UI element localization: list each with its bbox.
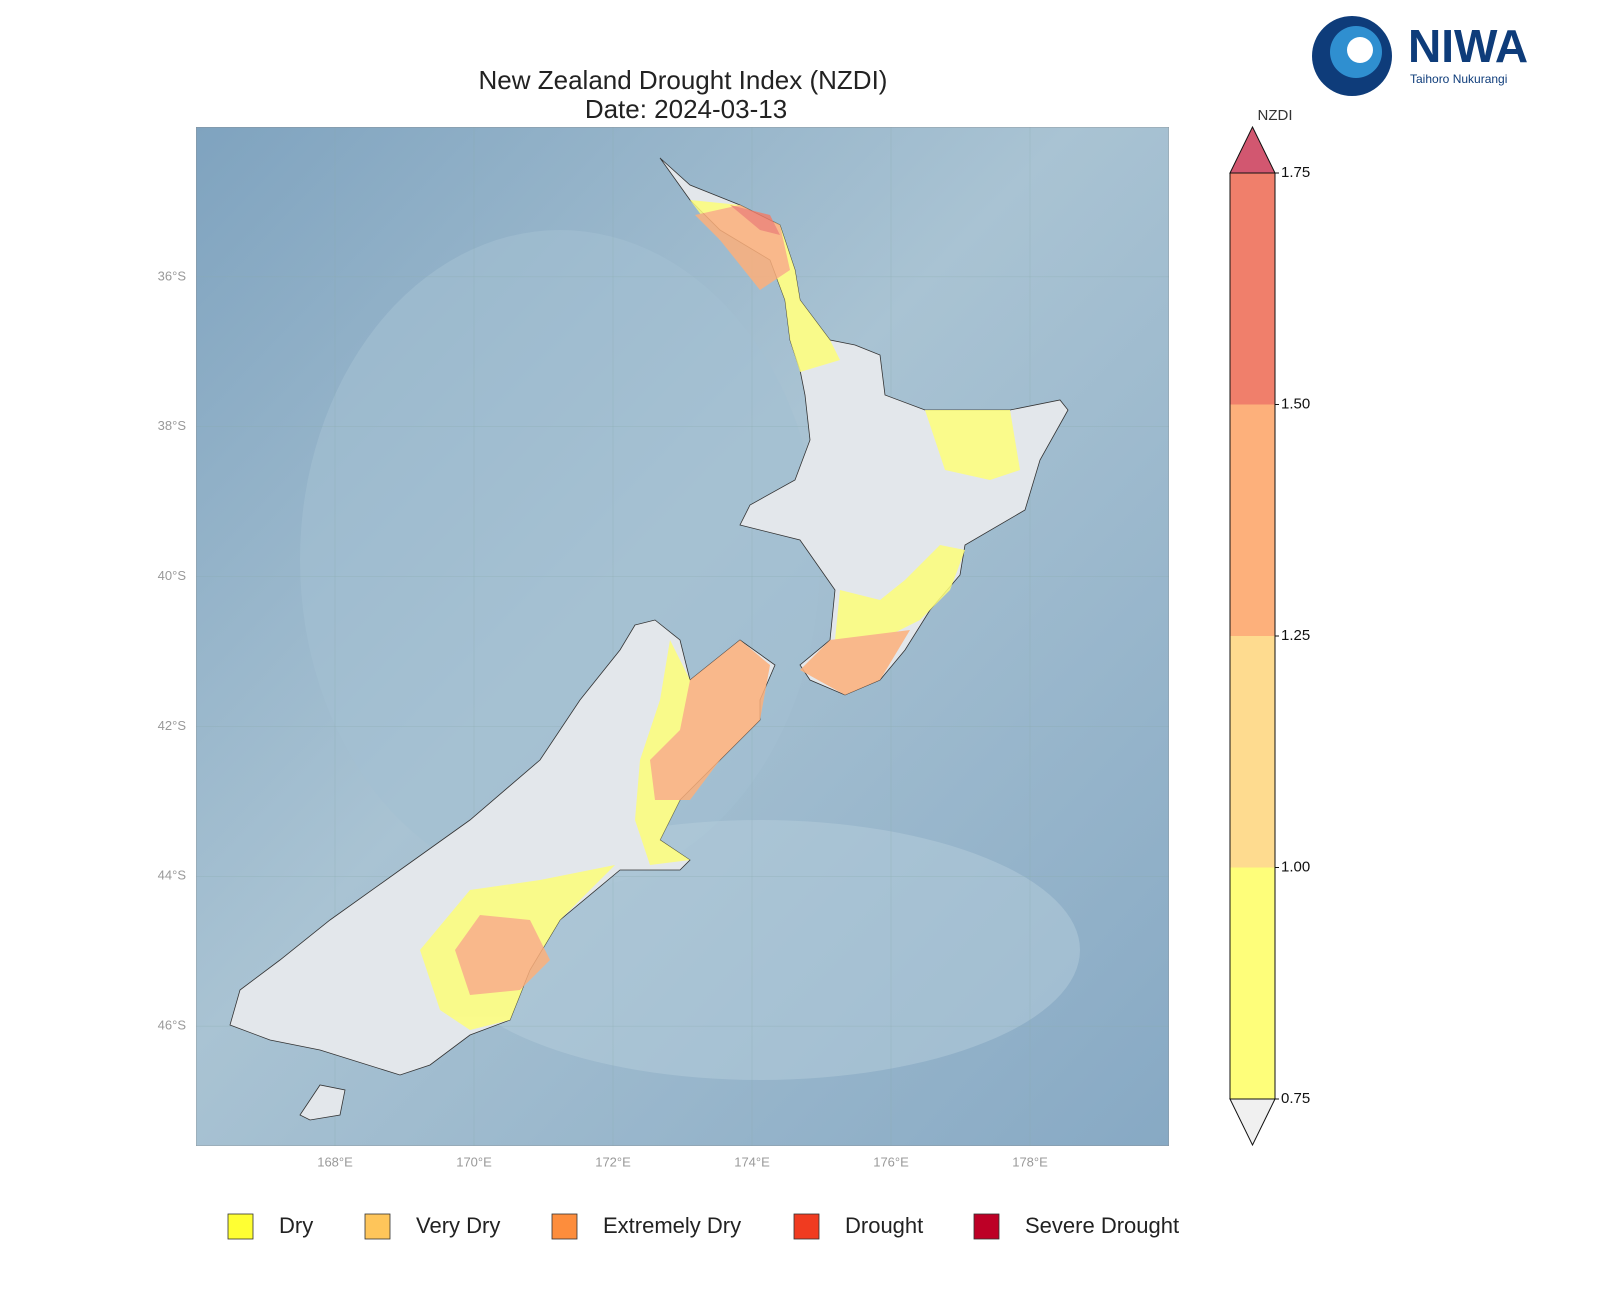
legend-label: Severe Drought bbox=[1025, 1213, 1179, 1238]
drought-areas bbox=[420, 200, 1020, 1030]
colorbar-tick-label: 0.75 bbox=[1281, 1090, 1310, 1107]
colorbar-under bbox=[1229, 1098, 1276, 1147]
x-tick-label: 176°E bbox=[873, 1154, 909, 1169]
dry-area bbox=[835, 545, 965, 640]
legend: Dry Very Dry Extremely Dry Drought Severe Dr… bbox=[227, 1213, 1179, 1240]
y-tick-label: 42°S bbox=[158, 718, 187, 733]
colorbar-tick-label: 1.50 bbox=[1281, 395, 1310, 412]
logo-name: NIWA bbox=[1408, 20, 1528, 72]
legend-swatch bbox=[793, 1213, 820, 1240]
map bbox=[196, 127, 1169, 1146]
colorbar-tick-label: 1.75 bbox=[1281, 164, 1310, 181]
legend-swatch bbox=[973, 1213, 1000, 1240]
x-tick-label: 174°E bbox=[734, 1154, 770, 1169]
colorbar-tick-label: 1.00 bbox=[1281, 858, 1310, 875]
legend-label: Very Dry bbox=[416, 1213, 500, 1238]
very-dry-area bbox=[800, 630, 910, 695]
stewart-island bbox=[299, 1084, 346, 1121]
logo-swirl bbox=[1347, 37, 1373, 63]
x-tick-label: 170°E bbox=[456, 1154, 492, 1169]
logo: NIWA Taihoro Nukurangi bbox=[1312, 16, 1528, 96]
legend-label: Drought bbox=[845, 1213, 923, 1238]
legend-swatch bbox=[551, 1213, 578, 1240]
y-tick-label: 46°S bbox=[158, 1018, 187, 1033]
legend-label: Extremely Dry bbox=[603, 1213, 741, 1238]
colorbar-tick-label: 1.25 bbox=[1281, 627, 1310, 644]
title: New Zealand Drought Index (NZDI) bbox=[479, 65, 888, 95]
y-tick-label: 36°S bbox=[158, 268, 187, 283]
y-tick-label: 40°S bbox=[158, 568, 187, 583]
extremely-dry-area bbox=[730, 205, 780, 235]
north-island bbox=[659, 157, 1069, 696]
x-tick-label: 172°E bbox=[595, 1154, 631, 1169]
colorbar-band bbox=[1230, 173, 1275, 405]
very-dry-area bbox=[650, 640, 770, 800]
colorbar-label: NZDI bbox=[1258, 107, 1293, 124]
colorbar-band bbox=[1230, 867, 1275, 1099]
subtitle: Date: 2024-03-13 bbox=[585, 94, 787, 124]
logo-tagline: Taihoro Nukurangi bbox=[1410, 72, 1507, 86]
legend-label: Dry bbox=[279, 1213, 313, 1238]
x-tick-label: 178°E bbox=[1012, 1154, 1048, 1169]
dry-area bbox=[925, 410, 1020, 480]
legend-swatch bbox=[227, 1213, 254, 1240]
x-tick-label: 168°E bbox=[317, 1154, 353, 1169]
y-tick-label: 38°S bbox=[158, 418, 187, 433]
colorbar-band bbox=[1230, 404, 1275, 636]
legend-swatch bbox=[364, 1213, 391, 1240]
y-tick-label: 44°S bbox=[158, 868, 187, 883]
colorbar-over bbox=[1229, 125, 1276, 174]
colorbar: NZDI 0.75 1.00 1.25 1.50 1.75 bbox=[1229, 107, 1310, 1147]
very-dry-area bbox=[455, 915, 550, 995]
colorbar-band bbox=[1230, 636, 1275, 868]
